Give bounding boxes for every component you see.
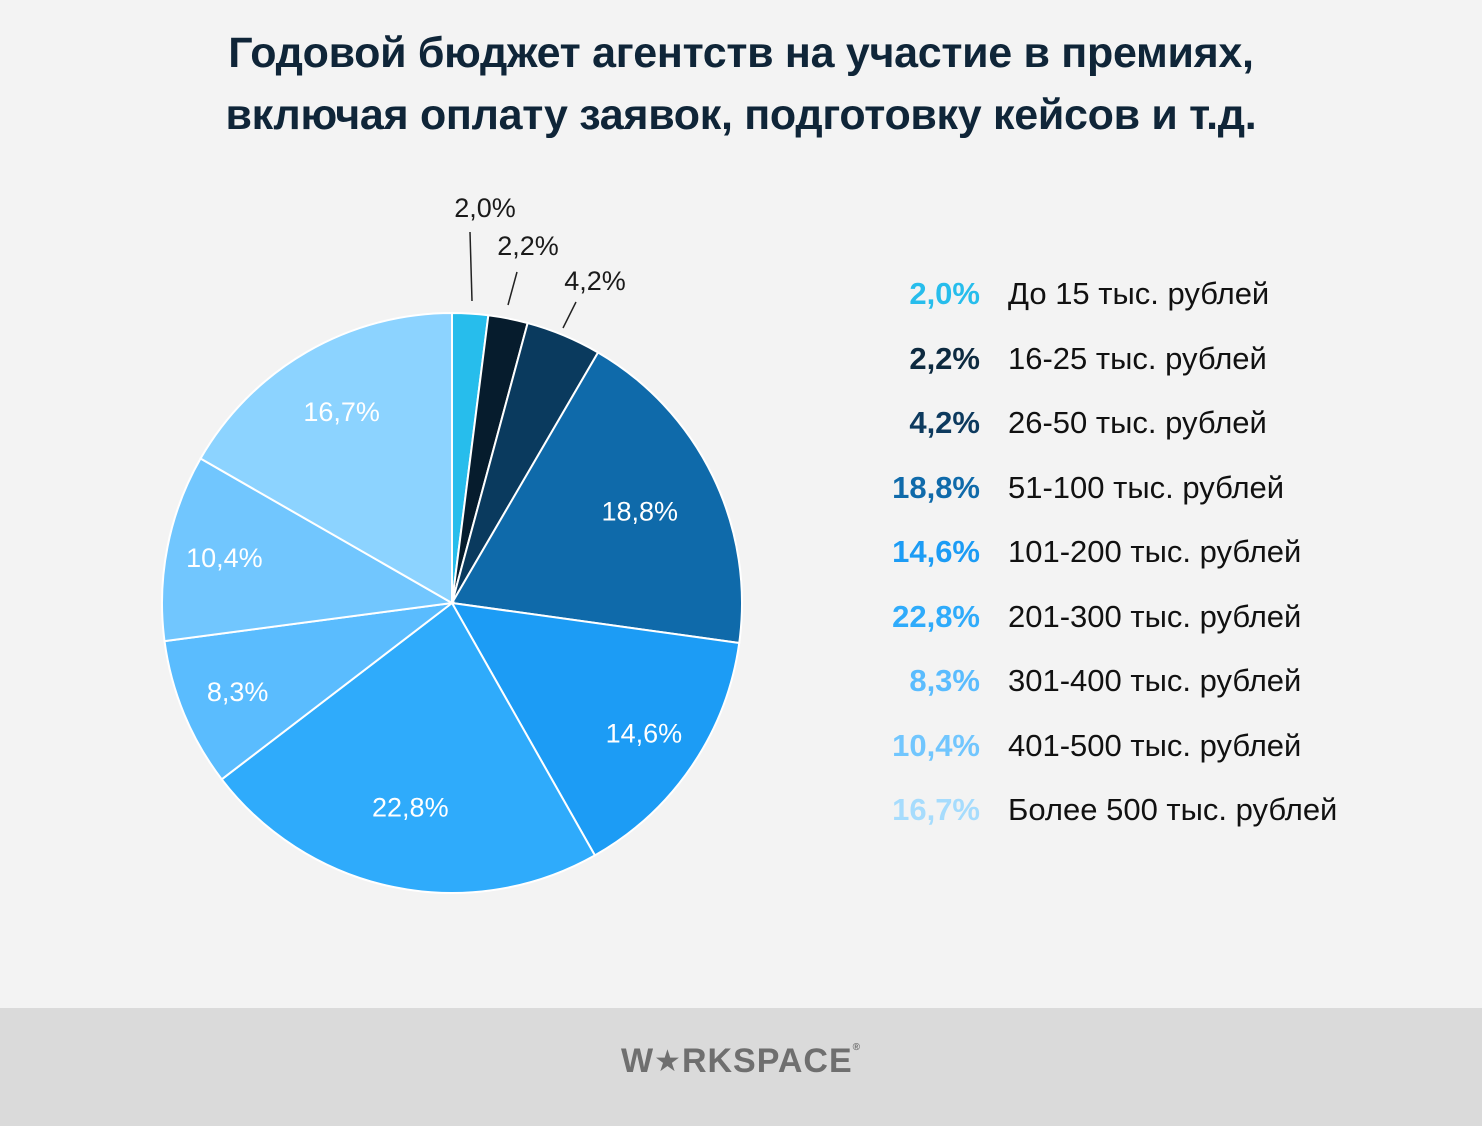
slice-value-label: 2,0% — [454, 193, 516, 223]
legend-label: 401-500 тыс. рублей — [1008, 727, 1302, 763]
logo-text-start: W — [620, 1042, 655, 1080]
legend-item: 10,4% 401-500 тыс. рублей — [860, 714, 1460, 779]
legend-item: 8,3% 301-400 тыс. рублей — [860, 649, 1460, 714]
legend-percent: 18,8% — [892, 469, 980, 505]
legend-percent: 2,0% — [909, 276, 980, 311]
legend-percent: 14,6% — [892, 534, 980, 569]
pie-chart: 2,0% 2,2%4,2% 18,8% 14,6% 22,8% 8,3% 10,4% 16,7… — [161, 193, 743, 894]
workspace-logo: W★RKSPACE® — [0, 1042, 1482, 1081]
slice-value-label: 2,2% — [497, 231, 559, 261]
legend: 2,0% До 15 тыс. рублей 2,2% 16-25 тыс. р… — [860, 262, 1460, 843]
legend-item: 2,2% 16-25 тыс. рублей — [860, 327, 1460, 392]
logo-text-end: RKSPACE — [681, 1042, 853, 1080]
chart-title-line-1: Годовой бюджет агентств на участие в пре… — [228, 29, 1254, 77]
slice-value-label: 4,2% — [564, 266, 626, 296]
legend-percent: 8,3% — [909, 663, 980, 698]
legend-item: 4,2% 26-50 тыс. рублей — [860, 391, 1460, 456]
legend-item: 22,8% 201-300 тыс. рублей — [860, 585, 1460, 650]
legend-label: 51-100 тыс. рублей — [1008, 469, 1285, 505]
legend-label: 301-400 тыс. рублей — [1008, 663, 1302, 698]
slice-value-label: 16,7% — [303, 397, 380, 427]
legend-label: Более 500 тыс. рублей — [1008, 792, 1338, 827]
leader-line — [562, 301, 577, 329]
legend-item: 16,7% Более 500 тыс. рублей — [860, 778, 1460, 843]
star-icon: ★ — [654, 1045, 682, 1078]
legend-percent: 10,4% — [892, 727, 980, 763]
leader-line — [507, 271, 518, 306]
legend-item: 2,0% До 15 тыс. рублей — [860, 262, 1460, 327]
legend-label: 201-300 тыс. рублей — [1008, 598, 1302, 634]
legend-label: До 15 тыс. рублей — [1008, 276, 1270, 311]
slice-value-label: 18,8% — [602, 497, 679, 527]
legend-percent: 16,7% — [892, 792, 980, 827]
trademark-mark: ® — [852, 1042, 862, 1053]
leader-line — [469, 231, 473, 302]
slice-value-label: 22,8% — [372, 793, 449, 823]
legend-percent: 2,2% — [909, 340, 980, 376]
pie-slice — [161, 457, 456, 643]
legend-label: 16-25 тыс. рублей — [1008, 340, 1267, 376]
pie-slice — [450, 601, 741, 857]
legend-label: 101-200 тыс. рублей — [1008, 534, 1302, 569]
legend-label: 26-50 тыс. рублей — [1008, 405, 1267, 440]
pie-slice — [199, 311, 453, 605]
pie-slice — [450, 351, 743, 645]
slice-value-label: 8,3% — [207, 677, 269, 707]
footer-bar — [0, 1008, 1482, 1126]
chart-title-line-2: включая оплату заявок, подготовку кейсов… — [225, 91, 1257, 139]
legend-item: 14,6% 101-200 тыс. рублей — [860, 520, 1460, 585]
legend-percent: 22,8% — [892, 598, 980, 634]
legend-percent: 4,2% — [909, 405, 980, 440]
slice-value-label: 10,4% — [186, 543, 263, 573]
legend-item: 18,8% 51-100 тыс. рублей — [860, 456, 1460, 521]
slice-value-label: 14,6% — [606, 718, 683, 748]
chart-title: Годовой бюджет агентств на участие в пре… — [0, 22, 1482, 146]
pie-slice — [220, 601, 597, 894]
pie-slice — [163, 601, 456, 781]
